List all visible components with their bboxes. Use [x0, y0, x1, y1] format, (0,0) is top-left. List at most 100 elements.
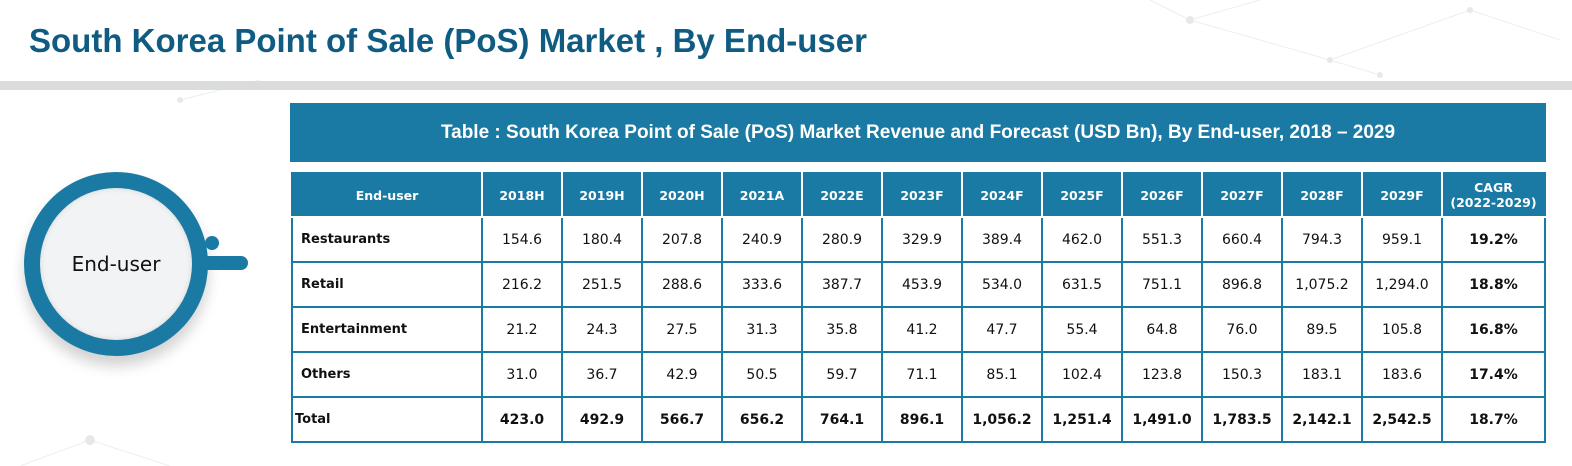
- cagr-cell: 18.7%: [1441, 396, 1546, 443]
- value-cell: 59.7: [801, 351, 883, 398]
- value-cell: 183.6: [1361, 351, 1443, 398]
- column-header: 2019H: [561, 172, 643, 218]
- value-cell: 2,142.1: [1281, 396, 1363, 443]
- end-user-badge: End-user: [22, 170, 252, 370]
- column-header: End-user: [291, 172, 483, 218]
- table-row: Restaurants 154.6 180.4 207.8 240.9 280.9 329.…: [291, 216, 1546, 263]
- value-cell: 64.8: [1121, 306, 1203, 353]
- table-row: Retail 216.2 251.5 288.6 333.6 387.7 453.9 534.…: [291, 261, 1546, 308]
- cagr-cell: 18.8%: [1441, 261, 1546, 308]
- column-header: 2029F: [1361, 172, 1443, 218]
- column-header: 2027F: [1201, 172, 1283, 218]
- value-cell: 280.9: [801, 216, 883, 263]
- value-cell: 27.5: [641, 306, 723, 353]
- value-cell: 1,491.0: [1121, 396, 1203, 443]
- cagr-cell: 16.8%: [1441, 306, 1546, 353]
- row-label: Restaurants: [291, 216, 483, 263]
- value-cell: 660.4: [1201, 216, 1283, 263]
- row-label: Entertainment: [291, 306, 483, 353]
- badge-inner-circle: End-user: [40, 188, 192, 340]
- value-cell: 896.1: [881, 396, 963, 443]
- badge-label: End-user: [71, 252, 161, 276]
- column-header: 2026F: [1121, 172, 1203, 218]
- column-header: CAGR (2022-2029): [1441, 172, 1546, 218]
- table-row: Others 31.0 36.7 42.9 50.5 59.7 71.1 85.1 102.4 1…: [291, 351, 1546, 398]
- revenue-table: End-user 2018H 2019H 2020H 2021A 2022E 2023F 20…: [291, 172, 1546, 443]
- value-cell: 24.3: [561, 306, 643, 353]
- value-cell: 751.1: [1121, 261, 1203, 308]
- column-header: 2022E: [801, 172, 883, 218]
- value-cell: 85.1: [961, 351, 1043, 398]
- column-header: 2020H: [641, 172, 723, 218]
- value-cell: 207.8: [641, 216, 723, 263]
- value-cell: 89.5: [1281, 306, 1363, 353]
- total-row: Total 423.0 492.9 566.7 656.2 764.1 896.1 1,056…: [291, 396, 1546, 443]
- value-cell: 896.8: [1201, 261, 1283, 308]
- value-cell: 180.4: [561, 216, 643, 263]
- value-cell: 31.3: [721, 306, 803, 353]
- badge-tab: [192, 256, 248, 270]
- value-cell: 21.2: [481, 306, 563, 353]
- value-cell: 329.9: [881, 216, 963, 263]
- value-cell: 288.6: [641, 261, 723, 308]
- value-cell: 240.9: [721, 216, 803, 263]
- column-header: 2023F: [881, 172, 963, 218]
- column-header: 2018H: [481, 172, 563, 218]
- table-body: Restaurants 154.6 180.4 207.8 240.9 280.9 329.…: [291, 216, 1546, 443]
- value-cell: 1,294.0: [1361, 261, 1443, 308]
- table-row: Entertainment 21.2 24.3 27.5 31.3 35.8 41.2 47.…: [291, 306, 1546, 353]
- value-cell: 41.2: [881, 306, 963, 353]
- value-cell: 251.5: [561, 261, 643, 308]
- title-divider: [0, 81, 1572, 90]
- value-cell: 105.8: [1361, 306, 1443, 353]
- value-cell: 656.2: [721, 396, 803, 443]
- column-header: 2025F: [1041, 172, 1123, 218]
- value-cell: 55.4: [1041, 306, 1123, 353]
- value-cell: 102.4: [1041, 351, 1123, 398]
- value-cell: 453.9: [881, 261, 963, 308]
- value-cell: 333.6: [721, 261, 803, 308]
- value-cell: 183.1: [1281, 351, 1363, 398]
- value-cell: 31.0: [481, 351, 563, 398]
- row-label: Total: [291, 396, 483, 443]
- value-cell: 794.3: [1281, 216, 1363, 263]
- value-cell: 1,251.4: [1041, 396, 1123, 443]
- badge-knob: [205, 236, 219, 250]
- value-cell: 154.6: [481, 216, 563, 263]
- value-cell: 764.1: [801, 396, 883, 443]
- value-cell: 50.5: [721, 351, 803, 398]
- value-cell: 389.4: [961, 216, 1043, 263]
- value-cell: 150.3: [1201, 351, 1283, 398]
- page-title: South Korea Point of Sale (PoS) Market ,…: [29, 22, 867, 59]
- column-header: 2021A: [721, 172, 803, 218]
- value-cell: 71.1: [881, 351, 963, 398]
- table-header-row: End-user 2018H 2019H 2020H 2021A 2022E 2023F 20…: [291, 172, 1546, 218]
- column-header: 2024F: [961, 172, 1043, 218]
- value-cell: 387.7: [801, 261, 883, 308]
- cagr-cell: 19.2%: [1441, 216, 1546, 263]
- value-cell: 123.8: [1121, 351, 1203, 398]
- value-cell: 534.0: [961, 261, 1043, 308]
- value-cell: 36.7: [561, 351, 643, 398]
- column-header: 2028F: [1281, 172, 1363, 218]
- value-cell: 1,783.5: [1201, 396, 1283, 443]
- row-label: Others: [291, 351, 483, 398]
- table-caption: Table : South Korea Point of Sale (PoS) …: [290, 103, 1546, 162]
- value-cell: 423.0: [481, 396, 563, 443]
- value-cell: 492.9: [561, 396, 643, 443]
- value-cell: 76.0: [1201, 306, 1283, 353]
- row-label: Retail: [291, 261, 483, 308]
- value-cell: 1,075.2: [1281, 261, 1363, 308]
- value-cell: 566.7: [641, 396, 723, 443]
- value-cell: 1,056.2: [961, 396, 1043, 443]
- value-cell: 462.0: [1041, 216, 1123, 263]
- cagr-cell: 17.4%: [1441, 351, 1546, 398]
- value-cell: 216.2: [481, 261, 563, 308]
- value-cell: 35.8: [801, 306, 883, 353]
- value-cell: 551.3: [1121, 216, 1203, 263]
- value-cell: 42.9: [641, 351, 723, 398]
- value-cell: 47.7: [961, 306, 1043, 353]
- value-cell: 959.1: [1361, 216, 1443, 263]
- value-cell: 2,542.5: [1361, 396, 1443, 443]
